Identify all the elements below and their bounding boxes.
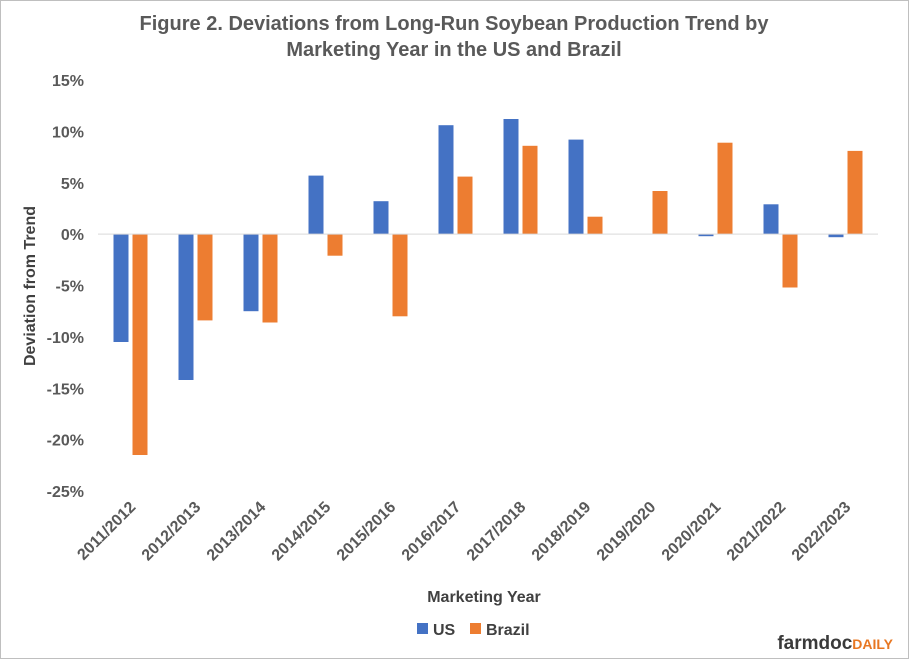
x-tick-label: 2015/2016 <box>334 499 400 565</box>
x-tick-label: 2011/2012 <box>74 499 139 564</box>
logo-daily: DAILY <box>852 636 893 652</box>
y-tick-label: -10% <box>47 330 84 347</box>
x-tick-label: 2017/2018 <box>464 499 530 565</box>
y-axis-ticks: 15% 10% 5% 0% -5% -10% -15% -20% -25% <box>47 73 84 501</box>
chart-title-line-2: Marketing Year in the US and Brazil <box>286 39 621 61</box>
y-tick-label: -20% <box>47 433 84 450</box>
x-tick-label: 2021/2022 <box>724 499 790 565</box>
x-tick-label: 2022/2023 <box>789 499 855 565</box>
logo-text: farmdocDAILY <box>777 633 893 654</box>
bar-brazil-7 <box>522 145 538 235</box>
x-tick-label: 2014/2015 <box>269 499 335 565</box>
bar-brazil-12 <box>847 150 863 235</box>
bar-brazil-11 <box>782 234 798 288</box>
chart-title-line-1: Figure 2. Deviations from Long-Run Soybe… <box>140 13 770 35</box>
bar-us-8 <box>568 139 584 235</box>
bar-brazil-10 <box>717 142 733 235</box>
bar-us-11 <box>763 204 779 235</box>
y-tick-label: 10% <box>52 124 84 141</box>
legend-swatch-brazil <box>470 623 481 634</box>
legend-label-brazil: Brazil <box>486 622 530 639</box>
farmdoc-daily-logo: farmdocDAILY <box>777 633 893 654</box>
bar-brazil-5 <box>392 234 408 317</box>
bar-us-7 <box>503 119 519 235</box>
bar-brazil-4 <box>327 234 343 256</box>
bar-us-1 <box>113 234 129 342</box>
bar-us-10 <box>698 234 714 237</box>
bar-us-12 <box>828 234 844 238</box>
bar-brazil-1 <box>132 234 148 455</box>
bar-brazil-9 <box>652 191 668 235</box>
legend-label-us: US <box>433 622 456 639</box>
x-tick-label: 2013/2014 <box>204 499 270 565</box>
legend: US Brazil <box>417 622 530 639</box>
bar-brazil-8 <box>587 216 603 235</box>
x-axis-title: Marketing Year <box>427 589 541 606</box>
bar-us-3 <box>243 234 259 312</box>
bar-us-5 <box>373 201 389 235</box>
y-tick-label: -25% <box>47 484 84 501</box>
x-tick-label: 2019/2020 <box>594 499 660 565</box>
bar-brazil-2 <box>197 234 213 321</box>
x-tick-label: 2012/2013 <box>139 499 205 565</box>
y-tick-label: -5% <box>56 279 84 296</box>
y-tick-label: -15% <box>47 381 84 398</box>
bar-us-6 <box>438 125 454 235</box>
bar-us-4 <box>308 175 324 235</box>
y-tick-label: 5% <box>61 176 84 193</box>
bar-brazil-3 <box>262 234 278 323</box>
bar-brazil-6 <box>457 176 473 235</box>
chart-title: Figure 2. Deviations from Long-Run Soybe… <box>140 13 770 61</box>
x-tick-label: 2016/2017 <box>399 499 465 565</box>
x-tick-label: 2018/2019 <box>529 499 595 565</box>
y-tick-label: 15% <box>52 73 84 90</box>
bars <box>113 119 863 455</box>
y-axis-title: Deviation from Trend <box>22 206 39 366</box>
y-tick-label: 0% <box>61 227 84 244</box>
bar-us-2 <box>178 234 194 380</box>
x-tick-label: 2020/2021 <box>659 499 725 565</box>
logo-farmdoc: farmdoc <box>777 633 852 654</box>
x-axis-ticks: 2011/2012 2012/2013 2013/2014 2014/2015 2015… <box>74 499 854 565</box>
legend-swatch-us <box>417 623 428 634</box>
